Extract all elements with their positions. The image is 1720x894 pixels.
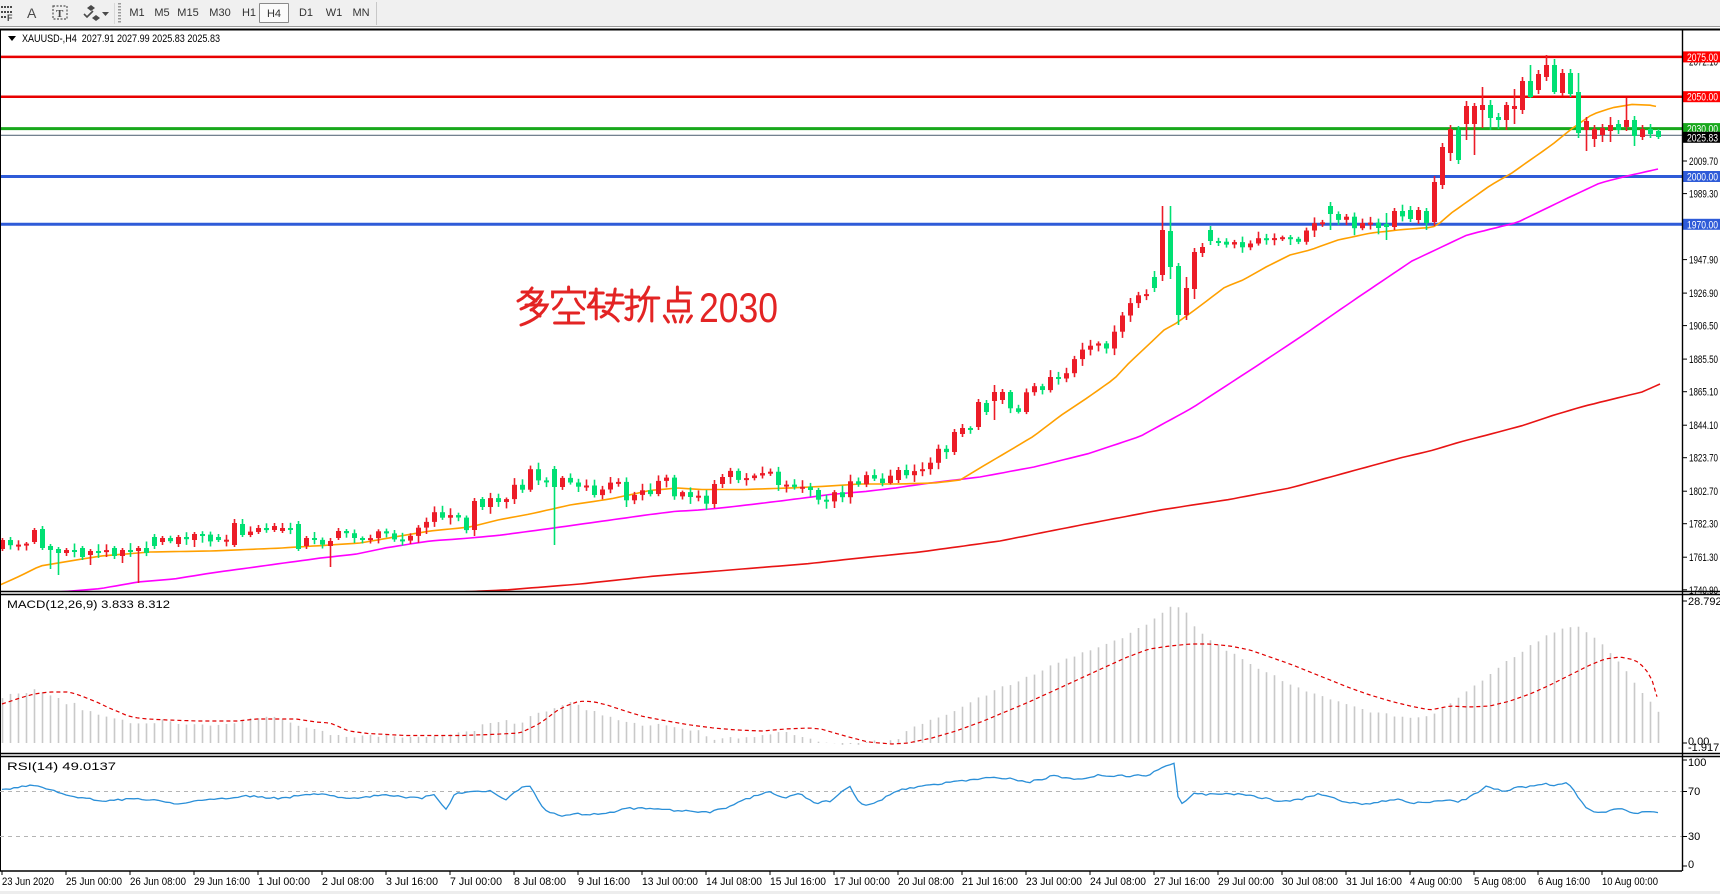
svg-text:6 Aug 16:00: 6 Aug 16:00 — [1538, 876, 1590, 888]
svg-text:1802.70: 1802.70 — [1689, 486, 1718, 498]
svg-text:31 Jul 16:00: 31 Jul 16:00 — [1346, 876, 1402, 888]
svg-text:17 Jul 00:00: 17 Jul 00:00 — [834, 876, 890, 888]
svg-text:0: 0 — [1688, 859, 1694, 871]
svg-text:29 Jun 16:00: 29 Jun 16:00 — [194, 876, 250, 888]
svg-text:25 Jun 00:00: 25 Jun 00:00 — [66, 876, 122, 888]
svg-text:2050.00: 2050.00 — [1687, 92, 1718, 104]
svg-text:9 Jul 16:00: 9 Jul 16:00 — [578, 876, 630, 888]
svg-text:1947.90: 1947.90 — [1689, 255, 1718, 267]
svg-text:MACD(12,26,9) 3.833 8.312: MACD(12,26,9) 3.833 8.312 — [7, 599, 170, 611]
svg-text:70: 70 — [1688, 786, 1700, 798]
svg-text:100: 100 — [1688, 757, 1706, 769]
svg-text:1782.30: 1782.30 — [1689, 519, 1718, 531]
svg-text:28.792: 28.792 — [1688, 596, 1720, 608]
svg-text:13 Jul 00:00: 13 Jul 00:00 — [642, 876, 698, 888]
svg-text:29 Jul 00:00: 29 Jul 00:00 — [1218, 876, 1274, 888]
svg-text:1989.30: 1989.30 — [1689, 189, 1718, 201]
svg-text:0.00: 0.00 — [1688, 736, 1709, 748]
svg-text:2000.00: 2000.00 — [1687, 172, 1718, 184]
svg-text:21 Jul 16:00: 21 Jul 16:00 — [962, 876, 1018, 888]
svg-text:XAUUSD-,H4 2027.91 2027.99 20: XAUUSD-,H4 2027.91 2027.99 2025.83 2025.… — [22, 33, 220, 45]
svg-text:2025.83: 2025.83 — [1687, 132, 1718, 144]
svg-text:2 Jul 08:00: 2 Jul 08:00 — [322, 876, 374, 888]
svg-text:F: F — [7, 13, 13, 23]
svg-text:4 Aug 00:00: 4 Aug 00:00 — [1410, 876, 1462, 888]
svg-text:1970.00: 1970.00 — [1687, 219, 1718, 231]
svg-text:23 Jul 00:00: 23 Jul 00:00 — [1026, 876, 1082, 888]
svg-text:RSI(14) 49.0137: RSI(14) 49.0137 — [7, 761, 116, 773]
svg-text:1844.10: 1844.10 — [1689, 420, 1718, 432]
svg-text:5 Aug 08:00: 5 Aug 08:00 — [1474, 876, 1526, 888]
svg-text:2075.00: 2075.00 — [1687, 52, 1718, 64]
svg-text:27 Jul 16:00: 27 Jul 16:00 — [1154, 876, 1210, 888]
svg-text:1885.50: 1885.50 — [1689, 354, 1718, 366]
svg-text:10 Aug 00:00: 10 Aug 00:00 — [1602, 876, 1658, 888]
svg-text:1906.50: 1906.50 — [1689, 321, 1718, 333]
svg-text:1 Jul 00:00: 1 Jul 00:00 — [258, 876, 310, 888]
svg-text:20 Jul 08:00: 20 Jul 08:00 — [898, 876, 954, 888]
svg-text:T: T — [56, 8, 64, 20]
svg-text:14 Jul 08:00: 14 Jul 08:00 — [706, 876, 762, 888]
svg-text:1761.30: 1761.30 — [1689, 552, 1718, 564]
svg-text:3 Jul 16:00: 3 Jul 16:00 — [386, 876, 438, 888]
svg-text:26 Jun 08:00: 26 Jun 08:00 — [130, 876, 186, 888]
svg-text:2030: 2030 — [699, 284, 778, 331]
svg-text:30 Jul 08:00: 30 Jul 08:00 — [1282, 876, 1338, 888]
svg-text:2009.70: 2009.70 — [1689, 156, 1718, 168]
svg-text:-1.917: -1.917 — [1688, 742, 1719, 754]
svg-text:24 Jul 08:00: 24 Jul 08:00 — [1090, 876, 1146, 888]
svg-text:30: 30 — [1688, 831, 1700, 843]
svg-text:8 Jul 08:00: 8 Jul 08:00 — [514, 876, 566, 888]
svg-text:15 Jul 16:00: 15 Jul 16:00 — [770, 876, 826, 888]
svg-text:23 Jun 2020: 23 Jun 2020 — [2, 876, 54, 888]
svg-text:1823.70: 1823.70 — [1689, 453, 1718, 465]
svg-text:1926.90: 1926.90 — [1689, 288, 1718, 300]
svg-text:7 Jul 00:00: 7 Jul 00:00 — [450, 876, 502, 888]
svg-text:A: A — [27, 5, 37, 21]
svg-text:1865.10: 1865.10 — [1689, 387, 1718, 399]
